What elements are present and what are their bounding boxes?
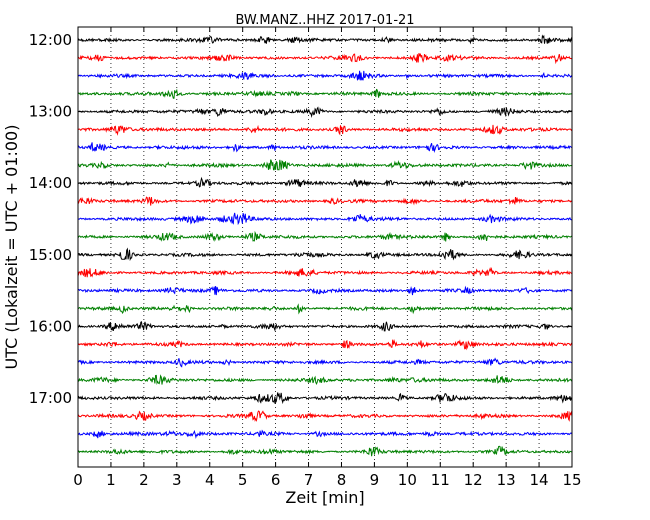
trace-1730 — [77, 429, 573, 439]
x-axis-label: Zeit [min] — [285, 488, 364, 507]
trace-1715 — [77, 410, 573, 423]
y-ticks: 12:00 13:00 14:00 15:00 16:00 17:00 — [29, 31, 572, 407]
y-tick-label: 13:00 — [29, 103, 72, 121]
x-tick-label: 14 — [530, 471, 549, 489]
trace-1700 — [77, 392, 573, 405]
trace-1345 — [78, 159, 573, 171]
plot-frame — [77, 26, 573, 468]
trace-1200 — [77, 34, 573, 45]
x-tick-label: 9 — [370, 471, 380, 489]
x-tick-label: 2 — [139, 471, 149, 489]
trace-1530 — [77, 285, 573, 296]
trace-1645 — [78, 374, 573, 385]
x-tick-label: 0 — [73, 471, 83, 489]
trace-1330 — [77, 142, 573, 154]
x-tick-label: 1 — [106, 471, 116, 489]
x-tick-label: 13 — [497, 471, 516, 489]
x-tick-label: 4 — [205, 471, 215, 489]
x-tick-label: 10 — [398, 471, 417, 489]
x-tick-label: 12 — [464, 471, 483, 489]
y-tick-label: 15:00 — [29, 246, 72, 264]
trace-1745 — [77, 445, 573, 457]
trace-1630 — [77, 357, 573, 368]
x-tick-label: 7 — [304, 471, 314, 489]
trace-1300 — [77, 106, 572, 118]
x-tick-label: 3 — [172, 471, 182, 489]
trace-1515 — [77, 266, 573, 278]
trace-1315 — [77, 124, 573, 136]
trace-1615 — [77, 339, 573, 351]
y-tick-label: 14:00 — [29, 174, 72, 192]
trace-1600 — [77, 321, 573, 332]
y-tick-label: 12:00 — [29, 31, 72, 49]
x-tick-label: 6 — [271, 471, 281, 489]
y-tick-label: 16:00 — [29, 317, 72, 335]
x-ticks: 0 1 2 3 4 5 6 7 8 9 10 11 12 13 14 15 — [73, 27, 582, 489]
trace-1400 — [77, 176, 573, 188]
trace-1245 — [77, 88, 573, 99]
x-tick-label: 15 — [562, 471, 581, 489]
grid-lines — [110, 27, 540, 467]
trace-1230 — [77, 70, 573, 81]
trace-1215 — [77, 53, 573, 65]
trace-1430 — [77, 212, 573, 226]
chart-title: BW.MANZ..HHZ 2017-01-21 — [235, 13, 414, 28]
trace-group — [77, 34, 573, 457]
x-tick-label: 5 — [238, 471, 248, 489]
trace-1500 — [77, 247, 573, 262]
y-axis-label: UTC (Lokalzeit = UTC + 01:00) — [2, 125, 21, 370]
x-tick-label: 8 — [337, 471, 347, 489]
trace-1415 — [77, 196, 573, 206]
trace-1445 — [77, 230, 573, 242]
y-tick-label: 17:00 — [29, 389, 72, 407]
trace-1545 — [77, 303, 573, 315]
x-tick-label: 11 — [431, 471, 450, 489]
